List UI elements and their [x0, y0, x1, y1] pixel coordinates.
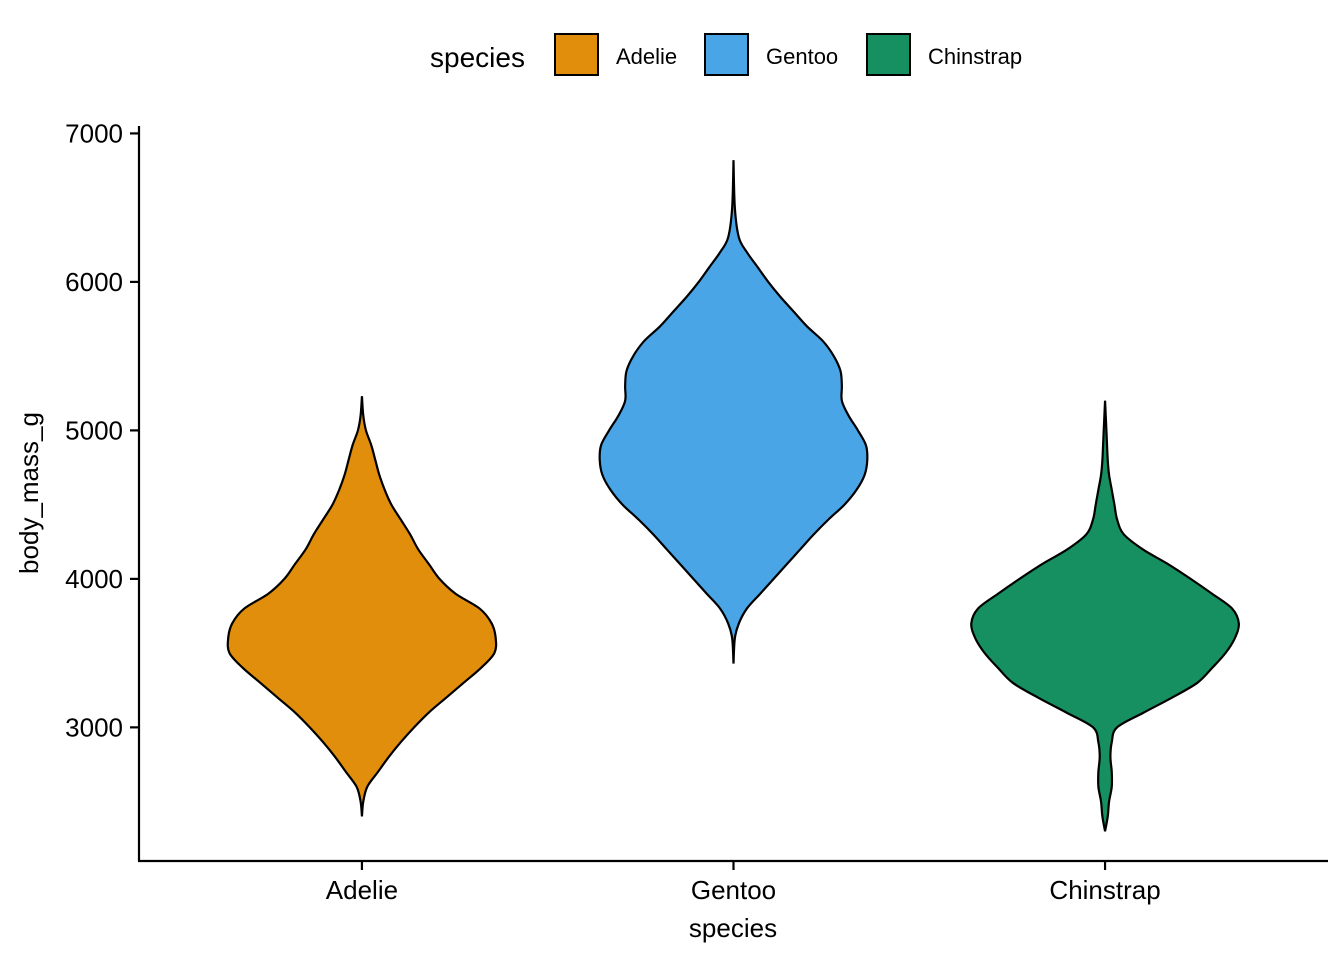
y-tick-label: 6000: [65, 267, 123, 297]
legend-label-chinstrap: Chinstrap: [928, 44, 1022, 69]
y-tick-label: 4000: [65, 564, 123, 594]
violins: [226, 160, 1240, 832]
legend: species Adelie Gentoo Chinstrap: [430, 33, 1022, 76]
violin-adelie: [226, 396, 498, 817]
x-ticks: Adelie Gentoo Chinstrap: [326, 861, 1161, 905]
legend-swatch-chinstrap: [866, 33, 911, 76]
legend-entry-chinstrap: Chinstrap: [866, 33, 1022, 76]
y-tick-label: 7000: [65, 118, 123, 148]
y-tick-label: 5000: [65, 415, 123, 445]
x-tick-label: Chinstrap: [1049, 875, 1160, 905]
y-ticks: 3000 4000 5000 6000 7000: [65, 118, 139, 742]
legend-swatch-gentoo: [704, 33, 749, 76]
violin-gentoo: [598, 160, 869, 664]
legend-title: species: [430, 42, 525, 73]
violin-chinstrap: [970, 400, 1240, 832]
legend-label-gentoo: Gentoo: [766, 44, 838, 69]
x-tick-label: Gentoo: [691, 875, 776, 905]
legend-entry-gentoo: Gentoo: [704, 33, 838, 76]
x-axis-title: species: [689, 913, 777, 943]
legend-entry-adelie: Adelie: [554, 33, 677, 76]
y-tick-label: 3000: [65, 712, 123, 742]
legend-label-adelie: Adelie: [616, 44, 677, 69]
y-axis-title: body_mass_g: [14, 412, 44, 574]
legend-swatch-adelie: [554, 33, 599, 76]
x-tick-label: Adelie: [326, 875, 398, 905]
